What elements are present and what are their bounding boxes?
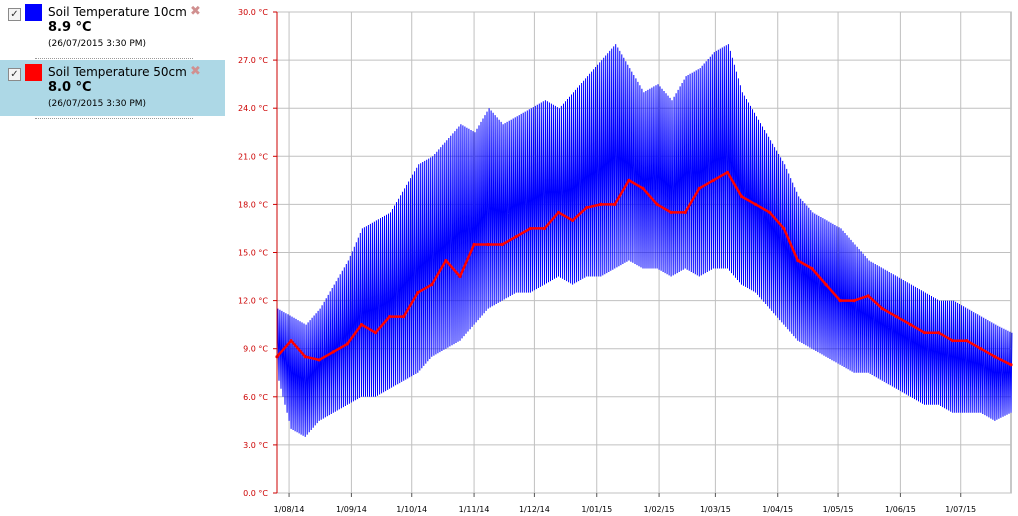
y-tick-label: 3.0 °C xyxy=(243,441,268,450)
data-point xyxy=(514,234,518,239)
data-point xyxy=(937,331,941,335)
series-legend: ✓ Soil Temperature 10cm ✖ 8.9 °C (26/07/… xyxy=(0,0,226,516)
data-point xyxy=(697,186,701,190)
y-tick-label: 18.0 °C xyxy=(238,200,268,209)
y-tick-label: 12.0 °C xyxy=(238,297,268,306)
data-point xyxy=(669,210,673,215)
x-tick-label: 1/08/14 xyxy=(274,505,305,514)
data-point xyxy=(528,226,532,231)
series-layer xyxy=(275,44,1013,437)
data-point xyxy=(345,342,349,346)
data-point xyxy=(768,210,772,215)
legend-item-soil-temperature-50cm[interactable]: ✓ Soil Temperature 50cm ✖ 8.0 °C (26/07/… xyxy=(0,60,225,119)
data-point xyxy=(951,339,955,343)
data-point xyxy=(585,206,589,210)
x-tick-label: 1/11/14 xyxy=(459,505,490,514)
data-point xyxy=(838,299,842,303)
x-tick-label: 1/01/15 xyxy=(581,505,612,514)
series-soil-temperature-50cm xyxy=(275,170,1013,367)
data-point xyxy=(388,315,392,319)
series-soil-temperature-10cm xyxy=(276,44,1013,437)
y-tick-label: 0.0 °C xyxy=(243,489,268,498)
data-point xyxy=(416,290,420,295)
series-current-value: 8.9 °C xyxy=(48,20,92,35)
data-point xyxy=(402,315,406,319)
series-timestamp: (26/07/2015 3:30 PM) xyxy=(48,99,147,109)
x-tick-label: 1/12/14 xyxy=(519,505,550,514)
data-point xyxy=(810,266,814,271)
data-point xyxy=(627,178,631,182)
x-tick-label: 1/02/15 xyxy=(644,505,675,514)
x-tick-label: 1/07/15 xyxy=(945,505,976,514)
data-point xyxy=(458,274,462,279)
data-point xyxy=(796,258,800,263)
data-point xyxy=(965,339,969,343)
series-color-swatch xyxy=(25,64,42,81)
data-point xyxy=(824,282,828,287)
data-point xyxy=(359,323,364,327)
legend-divider xyxy=(35,58,193,59)
data-point xyxy=(542,226,547,231)
data-point xyxy=(303,355,307,359)
data-point xyxy=(852,299,856,303)
data-point xyxy=(430,282,434,287)
x-tick-label: 1/10/14 xyxy=(396,505,427,514)
x-tick-label: 1/04/15 xyxy=(762,505,793,514)
x-tick-label: 1/09/14 xyxy=(336,505,367,514)
x-tick-label: 1/06/15 xyxy=(885,505,916,514)
series-visibility-checkbox[interactable]: ✓ xyxy=(8,8,21,21)
data-point xyxy=(683,210,687,215)
data-point xyxy=(599,202,603,206)
y-tick-label: 21.0 °C xyxy=(238,152,268,161)
x-tick-label: 1/03/15 xyxy=(700,505,731,514)
data-point xyxy=(922,331,927,335)
series-current-value: 8.0 °C xyxy=(48,80,92,95)
series-name-label: Soil Temperature 50cm xyxy=(48,65,187,79)
series-visibility-checkbox[interactable]: ✓ xyxy=(8,68,21,81)
y-tick-label: 24.0 °C xyxy=(238,104,268,113)
chart-axes: 0.0 °C 3.0 °C 6.0 °C 9.0 °C 12.0 °C 15.0 °C 18… xyxy=(238,8,976,514)
y-tick-label: 30.0 °C xyxy=(238,8,268,17)
data-point xyxy=(711,178,715,182)
series-line xyxy=(276,44,1013,437)
data-point xyxy=(754,202,758,206)
data-point xyxy=(866,294,870,298)
data-point xyxy=(444,258,448,263)
y-tick-label: 27.0 °C xyxy=(238,56,268,65)
legend-item-soil-temperature-10cm[interactable]: ✓ Soil Temperature 10cm ✖ 8.9 °C (26/07/… xyxy=(0,0,225,59)
data-point xyxy=(486,242,490,247)
data-point xyxy=(979,347,983,351)
data-point xyxy=(331,350,335,354)
legend-divider xyxy=(35,118,193,119)
remove-series-icon[interactable]: ✖ xyxy=(190,64,201,79)
data-point xyxy=(894,315,898,319)
series-name-label: Soil Temperature 10cm xyxy=(48,5,187,19)
data-point xyxy=(472,242,476,247)
data-point xyxy=(613,202,617,206)
x-tick-label: 1/05/15 xyxy=(823,505,854,514)
data-point xyxy=(880,307,884,311)
data-point xyxy=(500,242,504,247)
data-point xyxy=(641,186,645,190)
y-tick-label: 9.0 °C xyxy=(243,345,268,354)
data-point xyxy=(739,194,744,198)
data-point xyxy=(556,210,561,215)
series-timestamp: (26/07/2015 3:30 PM) xyxy=(48,39,147,49)
data-point xyxy=(317,358,321,362)
series-color-swatch xyxy=(25,4,42,21)
y-tick-label: 6.0 °C xyxy=(243,393,268,402)
data-point xyxy=(289,339,293,343)
remove-series-icon[interactable]: ✖ xyxy=(190,4,201,19)
data-point xyxy=(1009,363,1013,367)
y-tick-label: 15.0 °C xyxy=(238,249,268,258)
data-point xyxy=(725,170,730,174)
data-point xyxy=(908,323,913,327)
data-point xyxy=(782,226,786,231)
data-point xyxy=(993,355,997,359)
data-point xyxy=(655,202,659,206)
data-point xyxy=(373,331,378,335)
data-point xyxy=(571,218,575,223)
